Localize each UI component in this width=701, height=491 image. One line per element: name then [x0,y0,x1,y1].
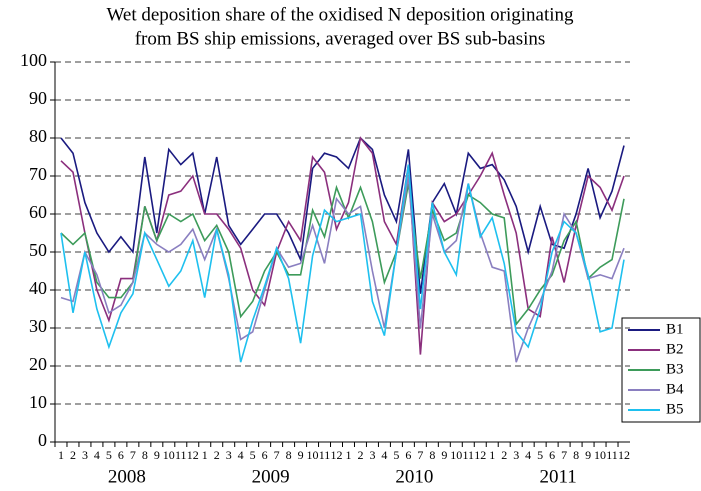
x-tick-label: 12 [187,448,199,462]
y-tick-label: 20 [29,354,47,374]
x-tick-label: 10 [163,448,175,462]
x-tick-label: 5 [393,448,399,462]
y-tick-label: 100 [20,50,47,70]
x-tick-label: 1 [202,448,208,462]
x-tick-label: 7 [561,448,567,462]
x-tick-label: 5 [106,448,112,462]
x-tick-label: 11 [606,448,618,462]
y-tick-label: 60 [29,202,47,222]
line-series [60,175,625,363]
chart-title: Wet deposition share of the oxidised N d… [106,4,574,25]
x-tick-label: 8 [142,448,148,462]
x-tick-label: 6 [405,448,411,462]
x-tick-label: 9 [441,448,447,462]
x-tick-label: 4 [525,448,531,462]
x-tick-label: 8 [429,448,435,462]
x-tick-label: 6 [549,448,555,462]
x-tick-label: 12 [618,448,630,462]
x-tick-label: 1 [489,448,495,462]
y-tick-label: 30 [29,316,47,336]
x-tick-label: 1 [58,448,64,462]
x-tick-label: 4 [238,448,244,462]
legend-label: B2 [666,341,684,357]
y-tick-label: 0 [38,430,47,450]
y-tick-label: 80 [29,126,47,146]
x-tick-label: 12 [331,448,343,462]
x-tick-label: 11 [175,448,187,462]
line-series [60,136,625,294]
chart-title: from BS ship emissions, averaged over BS… [135,28,546,49]
x-tick-label: 7 [417,448,423,462]
x-tick-label: 3 [82,448,88,462]
year-label: 2008 [108,466,146,487]
year-label: 2009 [252,466,290,487]
x-tick-label: 8 [286,448,292,462]
x-tick-label: 3 [513,448,519,462]
x-tick-label: 6 [118,448,124,462]
x-tick-label: 9 [298,448,304,462]
x-tick-label: 9 [154,448,160,462]
legend-label: B5 [666,401,684,417]
line-series [60,136,625,355]
legend-label: B4 [666,381,684,397]
y-tick-label: 10 [29,392,47,412]
x-tick-label: 5 [250,448,256,462]
x-tick-label: 2 [501,448,507,462]
year-label: 2010 [395,466,433,487]
legend-label: B3 [666,361,684,377]
x-tick-label: 10 [594,448,606,462]
y-tick-label: 70 [29,164,47,184]
x-tick-label: 3 [226,448,232,462]
y-tick-label: 90 [29,88,47,108]
x-tick-label: 6 [262,448,268,462]
x-tick-label: 9 [585,448,591,462]
y-tick-label: 40 [29,278,47,298]
x-tick-label: 7 [130,448,136,462]
x-tick-label: 2 [70,448,76,462]
year-label: 2011 [539,466,576,487]
x-tick-label: 11 [463,448,475,462]
line-series [60,183,625,327]
x-tick-label: 11 [319,448,331,462]
x-tick-label: 7 [274,448,280,462]
x-tick-label: 10 [307,448,319,462]
line-series [60,164,625,363]
legend-label: B1 [666,321,684,337]
x-tick-label: 12 [474,448,486,462]
x-tick-label: 2 [357,448,363,462]
x-tick-label: 4 [94,448,100,462]
x-tick-label: 10 [450,448,462,462]
x-tick-label: 4 [381,448,387,462]
x-tick-label: 2 [214,448,220,462]
x-tick-label: 3 [369,448,375,462]
y-tick-label: 50 [29,240,47,260]
x-tick-label: 5 [537,448,543,462]
x-tick-label: 1 [345,448,351,462]
x-tick-label: 8 [573,448,579,462]
